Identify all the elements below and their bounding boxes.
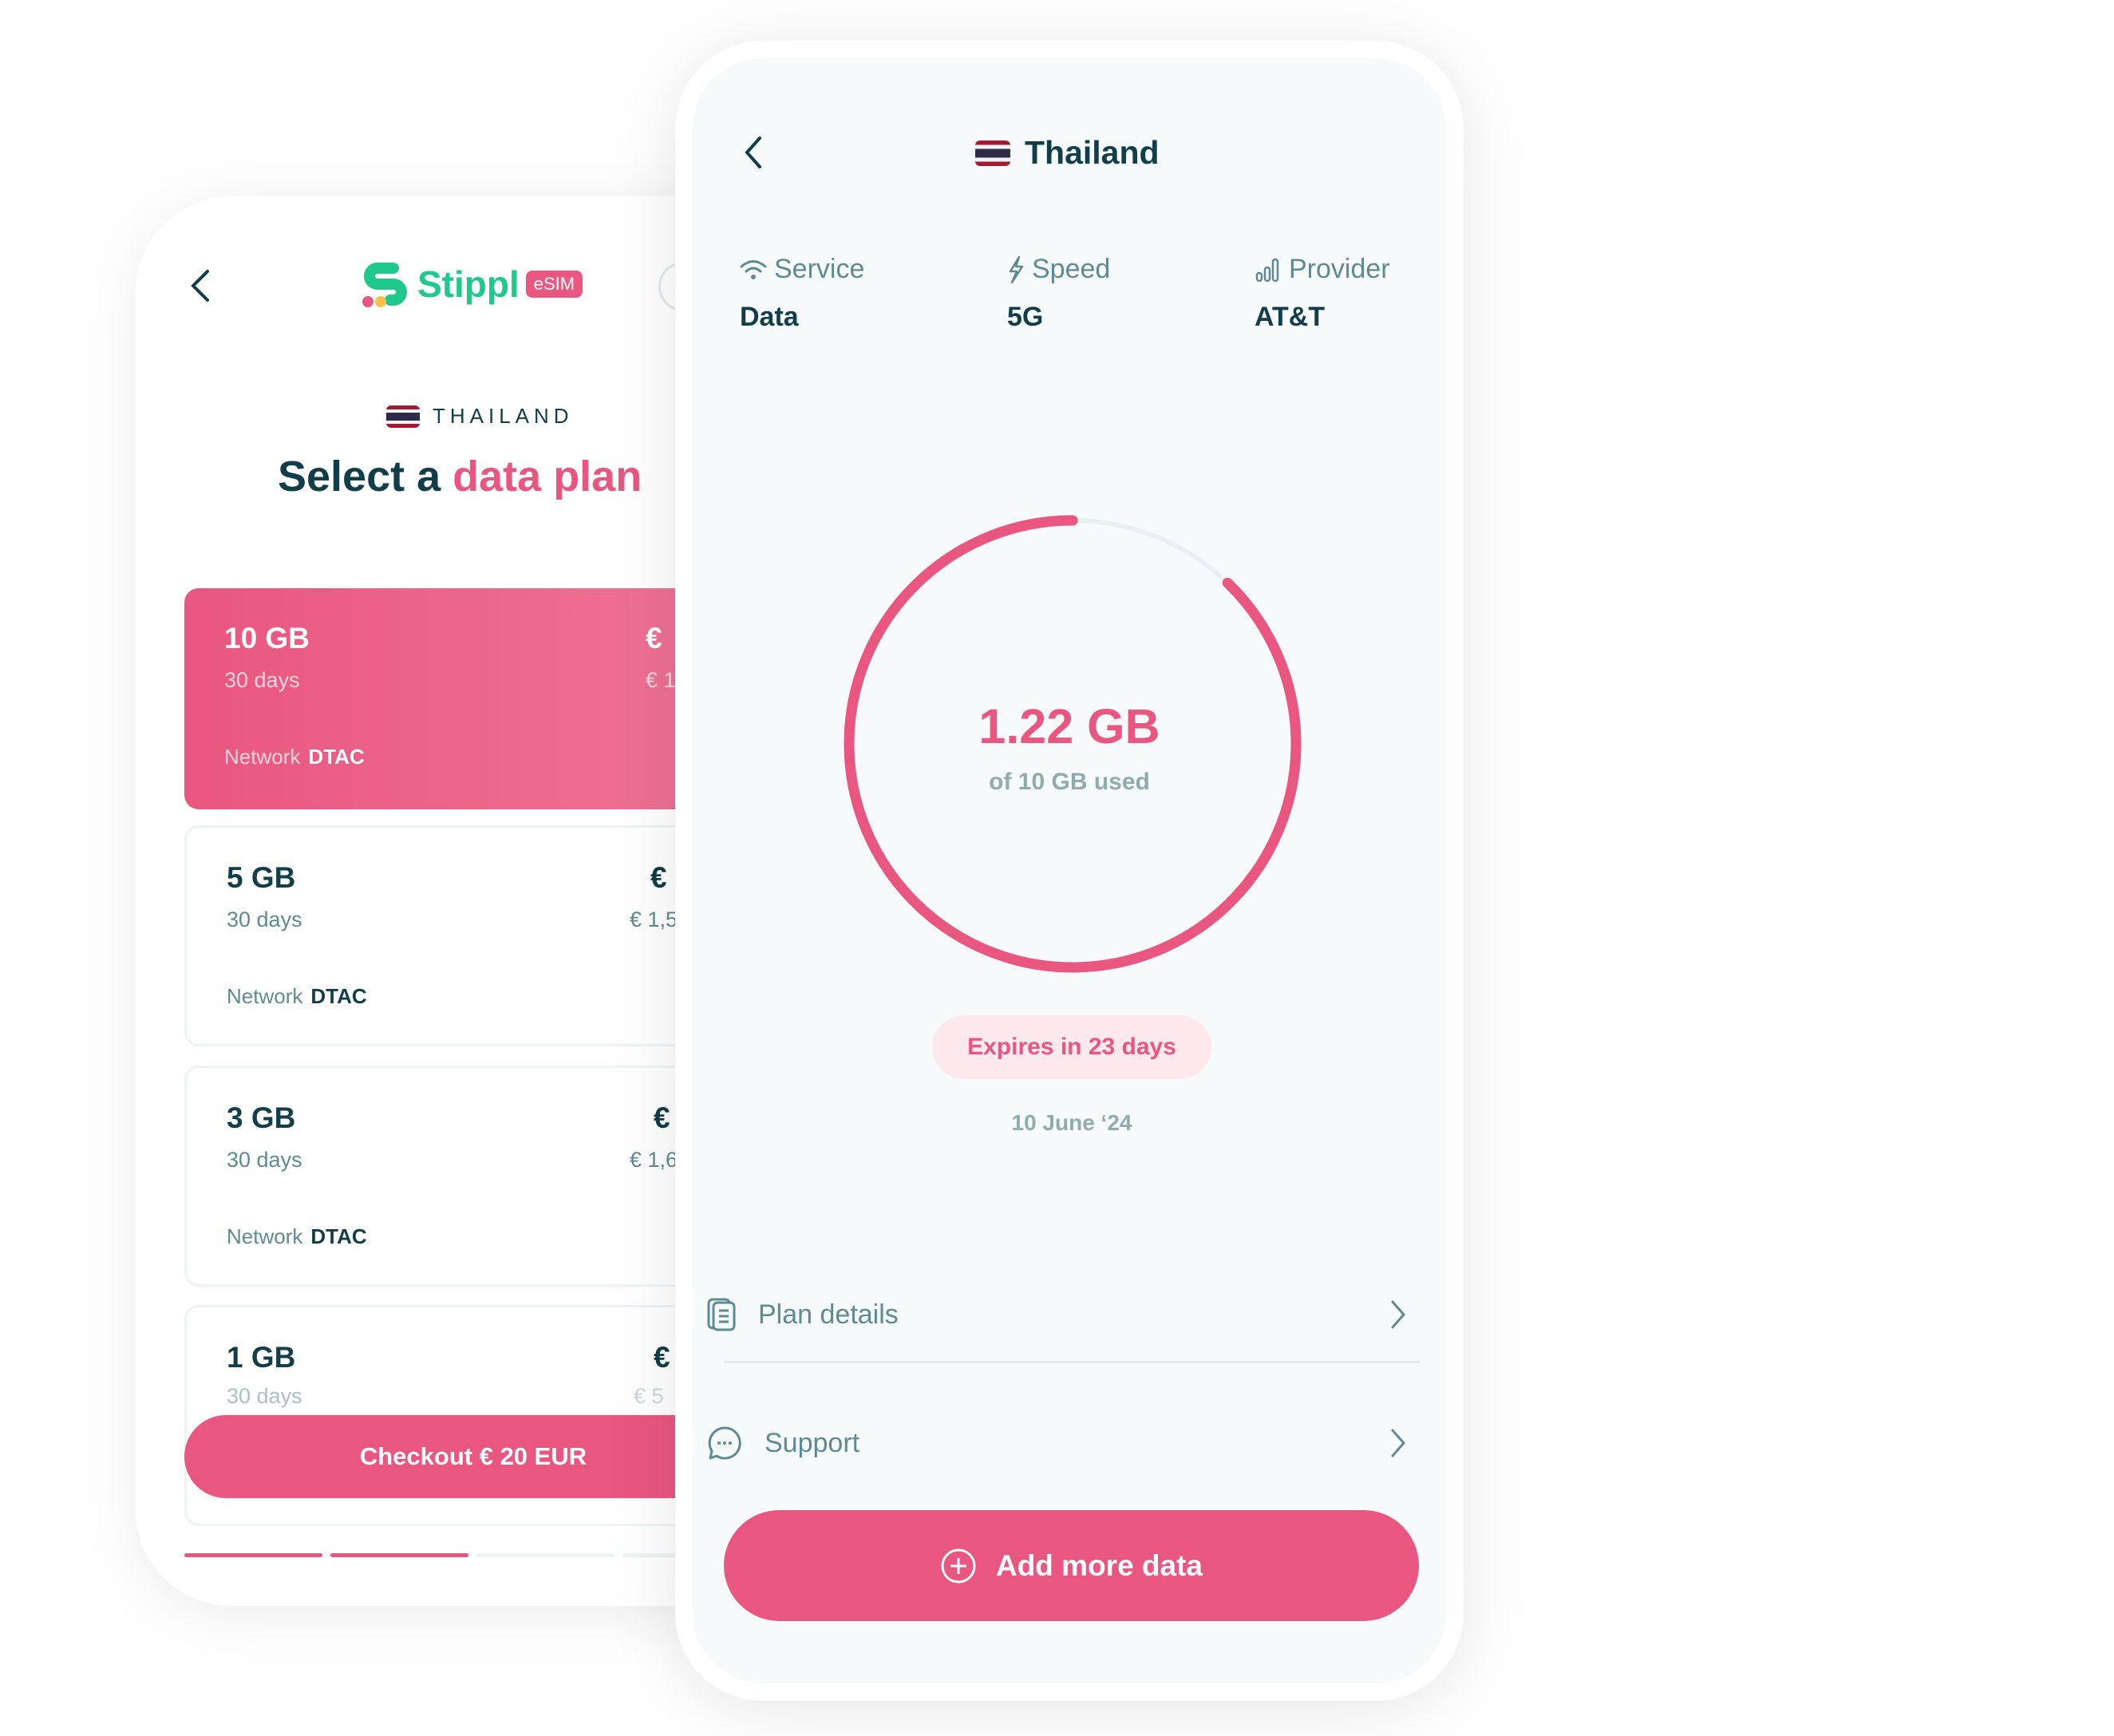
usage-ring [844, 515, 1302, 973]
thailand-flag-icon [975, 140, 1010, 166]
speed-value: 5G [1007, 302, 1044, 332]
back-chevron-icon[interactable] [739, 135, 768, 170]
step-2 [330, 1553, 468, 1557]
signal-bars-icon [1255, 258, 1279, 282]
wifi-icon [740, 259, 767, 279]
thailand-flag-icon [386, 405, 420, 428]
expiry-badge: Expires in 23 days [932, 1015, 1211, 1079]
speed-label: Speed [1006, 254, 1110, 285]
ring-remaining-arc [844, 515, 1302, 973]
page-title: Select a data plan [278, 453, 642, 500]
stippl-logo: Stippl eSIM [362, 260, 583, 308]
step-1 [184, 1553, 322, 1557]
step-3 [476, 1553, 614, 1557]
checkout-button[interactable]: Checkout € 20 EUR [184, 1415, 762, 1498]
chevron-right-icon [1391, 1429, 1405, 1457]
provider-value: AT&T [1255, 302, 1326, 332]
plus-circle-icon [941, 1548, 976, 1583]
usage-value: 1.22 GB [978, 699, 1160, 753]
plan-details-row[interactable]: Plan details [707, 1283, 1408, 1346]
country-label: THAILAND [386, 404, 574, 429]
lightning-icon [1009, 255, 1024, 283]
document-icon [707, 1298, 736, 1331]
stippl-logo-mark-icon [362, 263, 407, 307]
esim-usage-screen: Thailand Service Data Speed 5G Provider … [675, 41, 1464, 1701]
chevron-right-icon [1391, 1300, 1405, 1329]
usage-caption: of 10 GB used [989, 769, 1150, 795]
support-row[interactable]: Support [707, 1411, 1408, 1475]
service-label: Service [739, 254, 864, 285]
provider-label: Provider [1255, 254, 1390, 285]
chat-bubble-icon [708, 1426, 741, 1460]
back-chevron-icon[interactable] [185, 268, 217, 303]
header-title: Thailand [975, 134, 1160, 172]
step-progress [184, 1553, 761, 1557]
service-value: Data [740, 302, 799, 332]
divider [724, 1361, 1420, 1363]
add-more-data-button[interactable]: Add more data [724, 1510, 1419, 1621]
expiry-date: 10 June ‘24 [1011, 1110, 1132, 1135]
